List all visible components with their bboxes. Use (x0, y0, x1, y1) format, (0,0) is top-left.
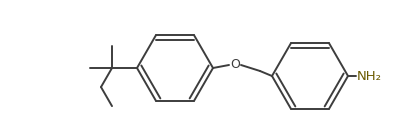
Text: NH₂: NH₂ (357, 69, 382, 83)
Text: O: O (230, 58, 240, 72)
